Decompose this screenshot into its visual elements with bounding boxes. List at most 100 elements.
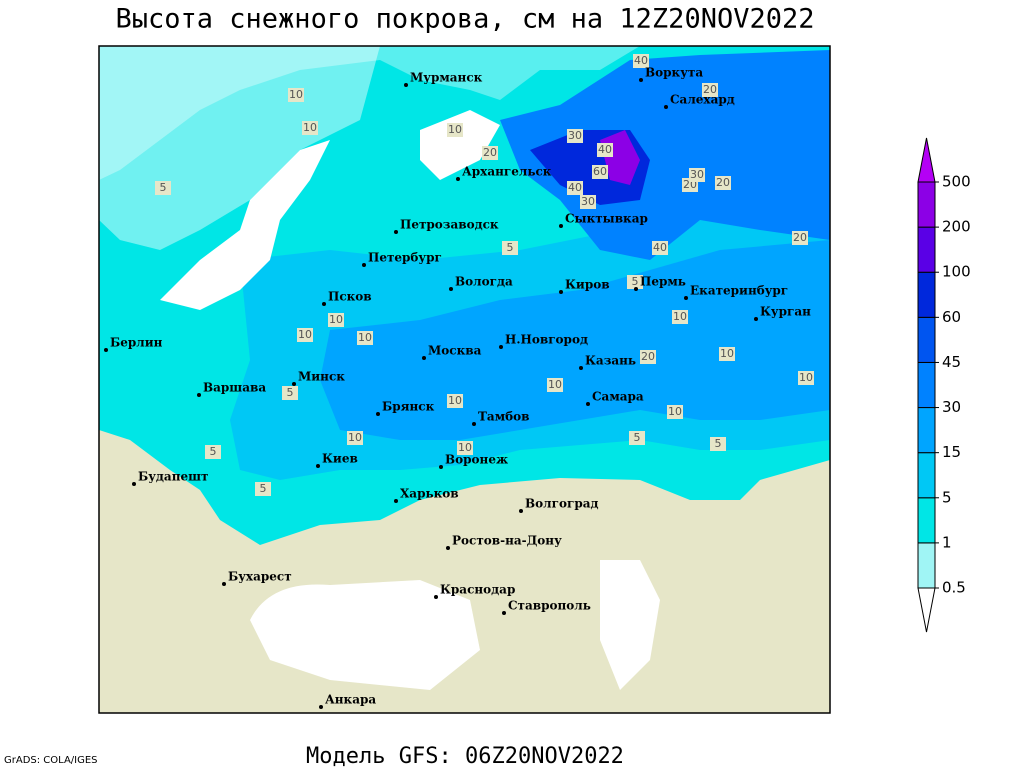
city-dot (319, 705, 323, 709)
city-dot (449, 287, 453, 291)
contour-label: 40 (653, 241, 667, 254)
city-label: Воронеж (445, 453, 508, 467)
contour-label: 10 (303, 121, 317, 134)
contour-label-box (482, 146, 498, 160)
colorbar-band (917, 542, 936, 589)
contour-label-box (567, 181, 583, 195)
city-dot (639, 78, 643, 82)
city-dot (434, 595, 438, 599)
city-dot (376, 412, 380, 416)
contour-label-box (502, 241, 518, 255)
contour-label-box (719, 347, 735, 361)
colorbar-label: 0.5 (942, 579, 966, 597)
city-dot (222, 582, 226, 586)
city-dot (634, 287, 638, 291)
city-dot (132, 482, 136, 486)
city-dot (502, 611, 506, 615)
contour-label: 40 (598, 143, 612, 156)
city-label: Киров (565, 278, 610, 292)
contour-label-box (702, 83, 718, 97)
city-dot (559, 290, 563, 294)
city-label: Петербург (368, 251, 442, 265)
colorbar-label: 60 (942, 308, 961, 326)
colorbar-band (917, 271, 936, 318)
city-dot (104, 348, 108, 352)
contour-label: 5 (507, 241, 514, 254)
city-dot (684, 296, 688, 300)
city-label: Будапешт (138, 470, 208, 484)
contour-label-box (328, 313, 344, 327)
white-sea (420, 110, 500, 180)
contour-label: 5 (260, 482, 267, 495)
contour-label-box (347, 431, 363, 445)
snow-15 (320, 240, 830, 440)
colorbar-band (917, 407, 936, 454)
contour-label-box (297, 328, 313, 342)
contour-label-box (447, 123, 463, 137)
city-dot (559, 224, 563, 228)
city-label: Екатеринбург (690, 284, 788, 298)
caspian-sea (600, 560, 660, 690)
city-dot (292, 382, 296, 386)
city-dot (394, 230, 398, 234)
colorbar-label: 1 (942, 533, 952, 551)
contour-label: 10 (298, 328, 312, 341)
credit: GrADS: COLA/IGES (4, 755, 98, 766)
baltic-sea (160, 140, 330, 310)
contour-label: 10 (448, 123, 462, 136)
colorbar-label: 15 (942, 443, 961, 461)
contour-label-box (592, 165, 608, 179)
city-dot (197, 393, 201, 397)
city-label: Брянск (382, 400, 435, 414)
city-label: Пермь (640, 275, 686, 289)
contour-label: 10 (720, 347, 734, 360)
contour-label: 10 (348, 431, 362, 444)
city-label: Курган (760, 305, 811, 319)
contour-label: 5 (715, 437, 722, 450)
colorbar-label: 30 (942, 398, 961, 416)
title: Высота снежного покрова, см на 12Z20NOV2… (116, 4, 815, 35)
contour-label: 10 (329, 313, 343, 326)
contour-label: 5 (634, 431, 641, 444)
city-label: Минск (298, 370, 345, 384)
black-sea (250, 580, 480, 690)
city-label: Ростов-на-Дону (452, 534, 562, 548)
contour-label: 10 (458, 441, 472, 454)
snow-thin (99, 46, 380, 250)
colorbar-band (917, 497, 936, 544)
city-label: Салехард (670, 93, 735, 107)
contour-label: 10 (289, 88, 303, 101)
city-label: Ставрополь (508, 599, 591, 613)
colorbar-label: 100 (942, 263, 971, 281)
contour-label-box (633, 54, 649, 68)
contour-label-box (580, 195, 596, 209)
contour-label-box (792, 231, 808, 245)
city-dot (456, 177, 460, 181)
city-dot (664, 105, 668, 109)
contour-label-box (282, 386, 298, 400)
contour-label: 20 (703, 83, 717, 96)
contour-label: 5 (287, 386, 294, 399)
contour-label-box (640, 350, 656, 364)
city-label: Самара (592, 390, 644, 404)
colorbar-band (917, 361, 936, 409)
city-label: Казань (585, 354, 636, 368)
city-label: Варшава (203, 381, 266, 395)
city-label: Сыктывкар (565, 212, 648, 226)
contour-label: 10 (448, 394, 462, 407)
city-label: Мурманск (410, 71, 483, 85)
contour-label-box (715, 176, 731, 190)
contour-label: 30 (690, 168, 704, 181)
contour-label-box (597, 143, 613, 157)
contour-label: 40 (568, 181, 582, 194)
contour-label-box (652, 241, 668, 255)
contour-label-box (710, 437, 726, 451)
city-label: Псков (328, 290, 372, 304)
contour-label: 5 (632, 275, 639, 288)
colorbar-low-triangle (917, 587, 936, 633)
contour-label: 10 (358, 331, 372, 344)
contour-label-box (667, 405, 683, 419)
